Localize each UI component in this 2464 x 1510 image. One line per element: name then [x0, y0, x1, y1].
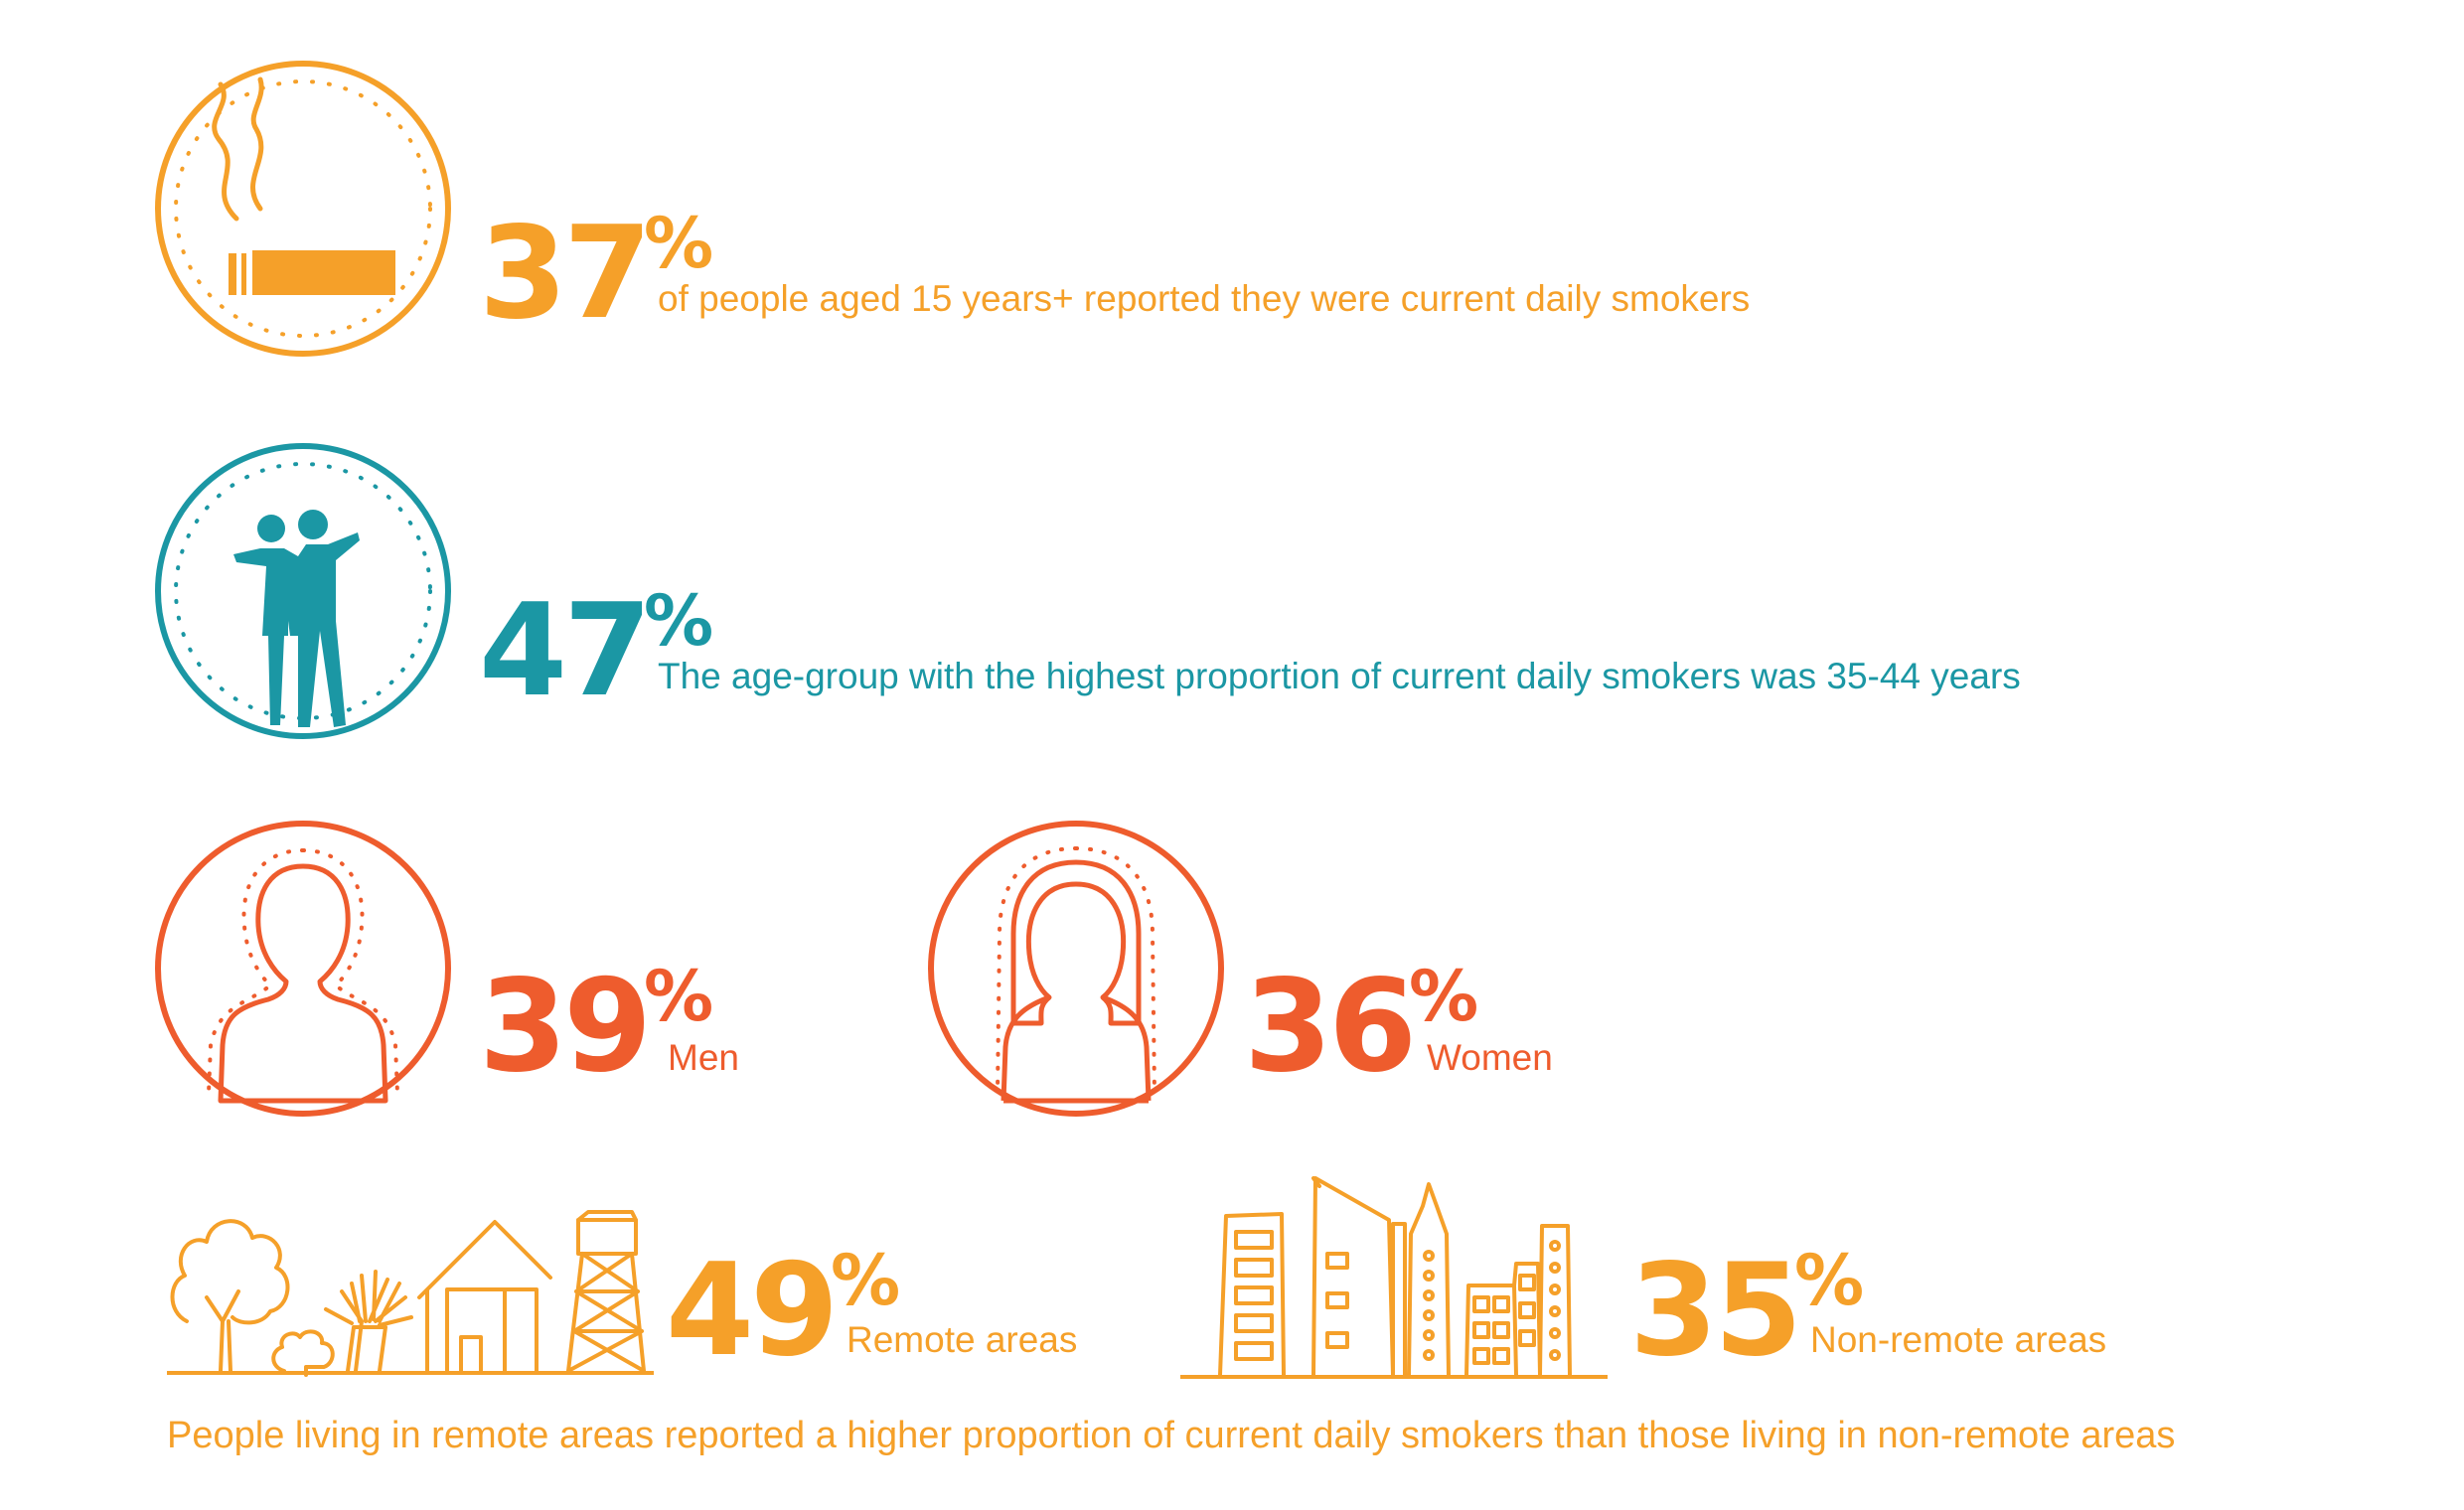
- cigarette-icon: [155, 61, 451, 357]
- remote-description: Remote areas: [847, 1319, 1078, 1360]
- age-group-percent-sign: %: [644, 580, 714, 662]
- women-percent-sign: %: [1409, 956, 1479, 1037]
- women-description: Women: [1427, 1037, 1553, 1078]
- men-description: Men: [668, 1037, 739, 1078]
- remote-percent-sign: %: [831, 1240, 901, 1321]
- women-percent-value: 36: [1244, 953, 1417, 1101]
- smokers-percent-value: 37: [479, 200, 652, 348]
- man-silhouette-icon: [155, 821, 451, 1117]
- city-skyline-icon: [1180, 1176, 1608, 1379]
- smokers-percent-sign: %: [644, 203, 714, 284]
- two-people-icon: [155, 443, 451, 739]
- woman-silhouette-icon: [928, 821, 1224, 1117]
- footer-note: People living in remote areas reported a…: [167, 1415, 2176, 1456]
- remote-percent-value: 49: [666, 1237, 839, 1385]
- remote-landscape-icon: [167, 1210, 654, 1377]
- men-percent-value: 39: [479, 953, 652, 1101]
- men-percent-sign: %: [644, 956, 714, 1037]
- age-group-percent-value: 47: [479, 577, 652, 725]
- non-remote-percent-sign: %: [1794, 1240, 1865, 1321]
- smokers-description: of people aged 15 years+ reported they w…: [658, 278, 1751, 319]
- non-remote-description: Non-remote areas: [1810, 1319, 2107, 1360]
- age-group-description: The age-group with the highest proportio…: [658, 656, 2021, 696]
- non-remote-percent-value: 35: [1629, 1237, 1802, 1385]
